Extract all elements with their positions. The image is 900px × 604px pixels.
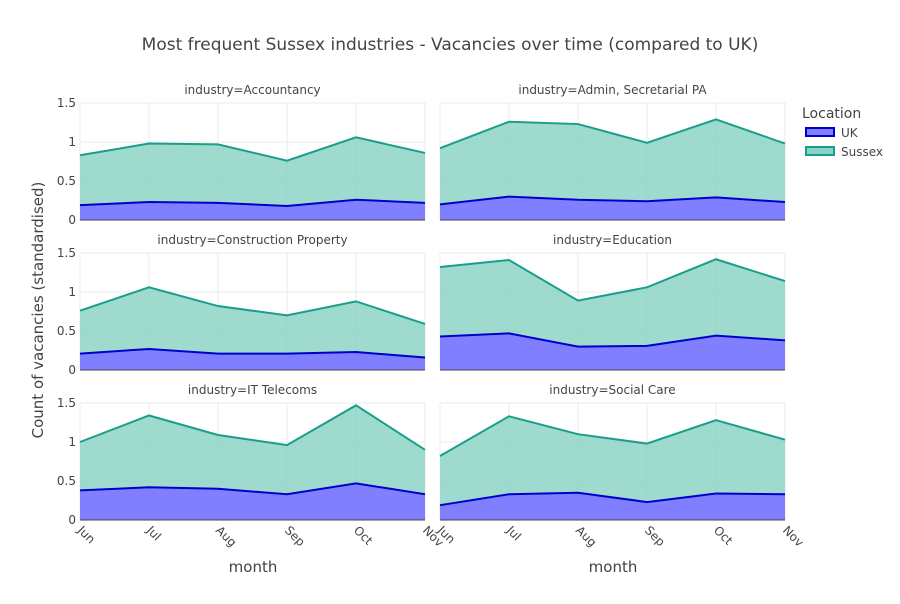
y-tick-label: 1 <box>68 435 76 449</box>
panel-title: industry=Accountancy <box>184 83 320 97</box>
x-tick-label: Aug <box>573 523 599 549</box>
area-uk-front <box>80 199 425 220</box>
legend-label-uk: UK <box>841 126 859 140</box>
line-sussex[interactable] <box>79 136 426 162</box>
area-uk-front <box>80 483 425 520</box>
legend: Location UK Sussex <box>802 106 883 159</box>
x-tick-label: Jun <box>74 522 98 546</box>
x-axis-title-right: month <box>589 558 638 576</box>
x-tick-label: Nov <box>780 523 806 549</box>
x-tick-label: Aug <box>213 523 239 549</box>
y-tick-label: 0 <box>68 363 76 377</box>
y-tick-label: 0.5 <box>57 324 76 338</box>
line-uk[interactable] <box>79 482 426 496</box>
area-sussex <box>440 119 785 220</box>
y-tick-label: 0 <box>68 513 76 527</box>
x-tick-label: Sep <box>282 523 308 549</box>
panel-industry-it-telecoms: industry=IT Telecoms 0 0.5 1 1.5 Jun Jul Aug Sep… <box>57 383 446 550</box>
line-uk[interactable] <box>439 491 786 507</box>
panel-industry-admin-secretarial-pa: industry=Admin, Secretarial PA <box>439 83 786 221</box>
area-uk-front <box>440 492 785 520</box>
panel-title: industry=Admin, Secretarial PA <box>518 83 707 97</box>
legend-swatch-sussex <box>805 146 835 156</box>
area-uk-front <box>440 333 785 370</box>
line-sussex[interactable] <box>439 118 786 150</box>
y-tick-label: 1.5 <box>57 396 76 410</box>
y-tick-label: 1.5 <box>57 246 76 260</box>
y-tick-label: 0 <box>68 213 76 227</box>
line-uk[interactable] <box>79 347 426 359</box>
line-sussex[interactable] <box>439 415 786 457</box>
y-axis-title: Count of vacancies (standardised) <box>29 182 47 439</box>
panel-title: industry=IT Telecoms <box>188 383 317 397</box>
area-uk-front <box>80 348 425 370</box>
y-tick-label: 0.5 <box>57 174 76 188</box>
legend-title: Location <box>802 106 861 122</box>
x-axis-title-left: month <box>229 558 278 576</box>
x-tick-label: Oct <box>711 523 736 548</box>
area-sussex <box>80 137 425 220</box>
legend-item-sussex[interactable]: Sussex <box>805 145 883 159</box>
x-tick-label: Jul <box>503 522 524 543</box>
panel-title: industry=Social Care <box>549 383 675 397</box>
line-uk[interactable] <box>439 332 786 348</box>
area-uk-front <box>440 196 785 220</box>
line-uk[interactable] <box>439 195 786 206</box>
x-tick-label: Oct <box>351 523 376 548</box>
line-uk[interactable] <box>79 198 426 207</box>
y-tick-label: 1 <box>68 135 76 149</box>
panel-industry-accountancy: industry=Accountancy 0 0.5 1 1.5 <box>57 83 426 227</box>
panel-industry-construction-property: industry=Construction Property 0 0.5 1 1.5 <box>57 233 426 377</box>
x-tick-label: Jul <box>143 522 164 543</box>
panels: industry=Accountancy 0 0.5 1 1.5 industry=Adm… <box>57 83 806 550</box>
panel-industry-education: industry=Education <box>439 233 786 371</box>
y-tick-label: 0.5 <box>57 474 76 488</box>
panel-title: industry=Construction Property <box>157 233 347 247</box>
legend-swatch-uk <box>805 127 835 137</box>
y-tick-label: 1 <box>68 285 76 299</box>
line-sussex[interactable] <box>79 404 426 451</box>
panel-title: industry=Education <box>553 233 672 247</box>
legend-label-sussex: Sussex <box>841 145 883 159</box>
legend-item-uk[interactable]: UK <box>805 126 859 140</box>
line-sussex[interactable] <box>79 286 426 325</box>
y-tick-label: 1.5 <box>57 96 76 110</box>
line-sussex[interactable] <box>439 258 786 302</box>
chart-title: Most frequent Sussex industries - Vacanc… <box>142 35 759 55</box>
x-tick-label: Sep <box>642 523 668 549</box>
